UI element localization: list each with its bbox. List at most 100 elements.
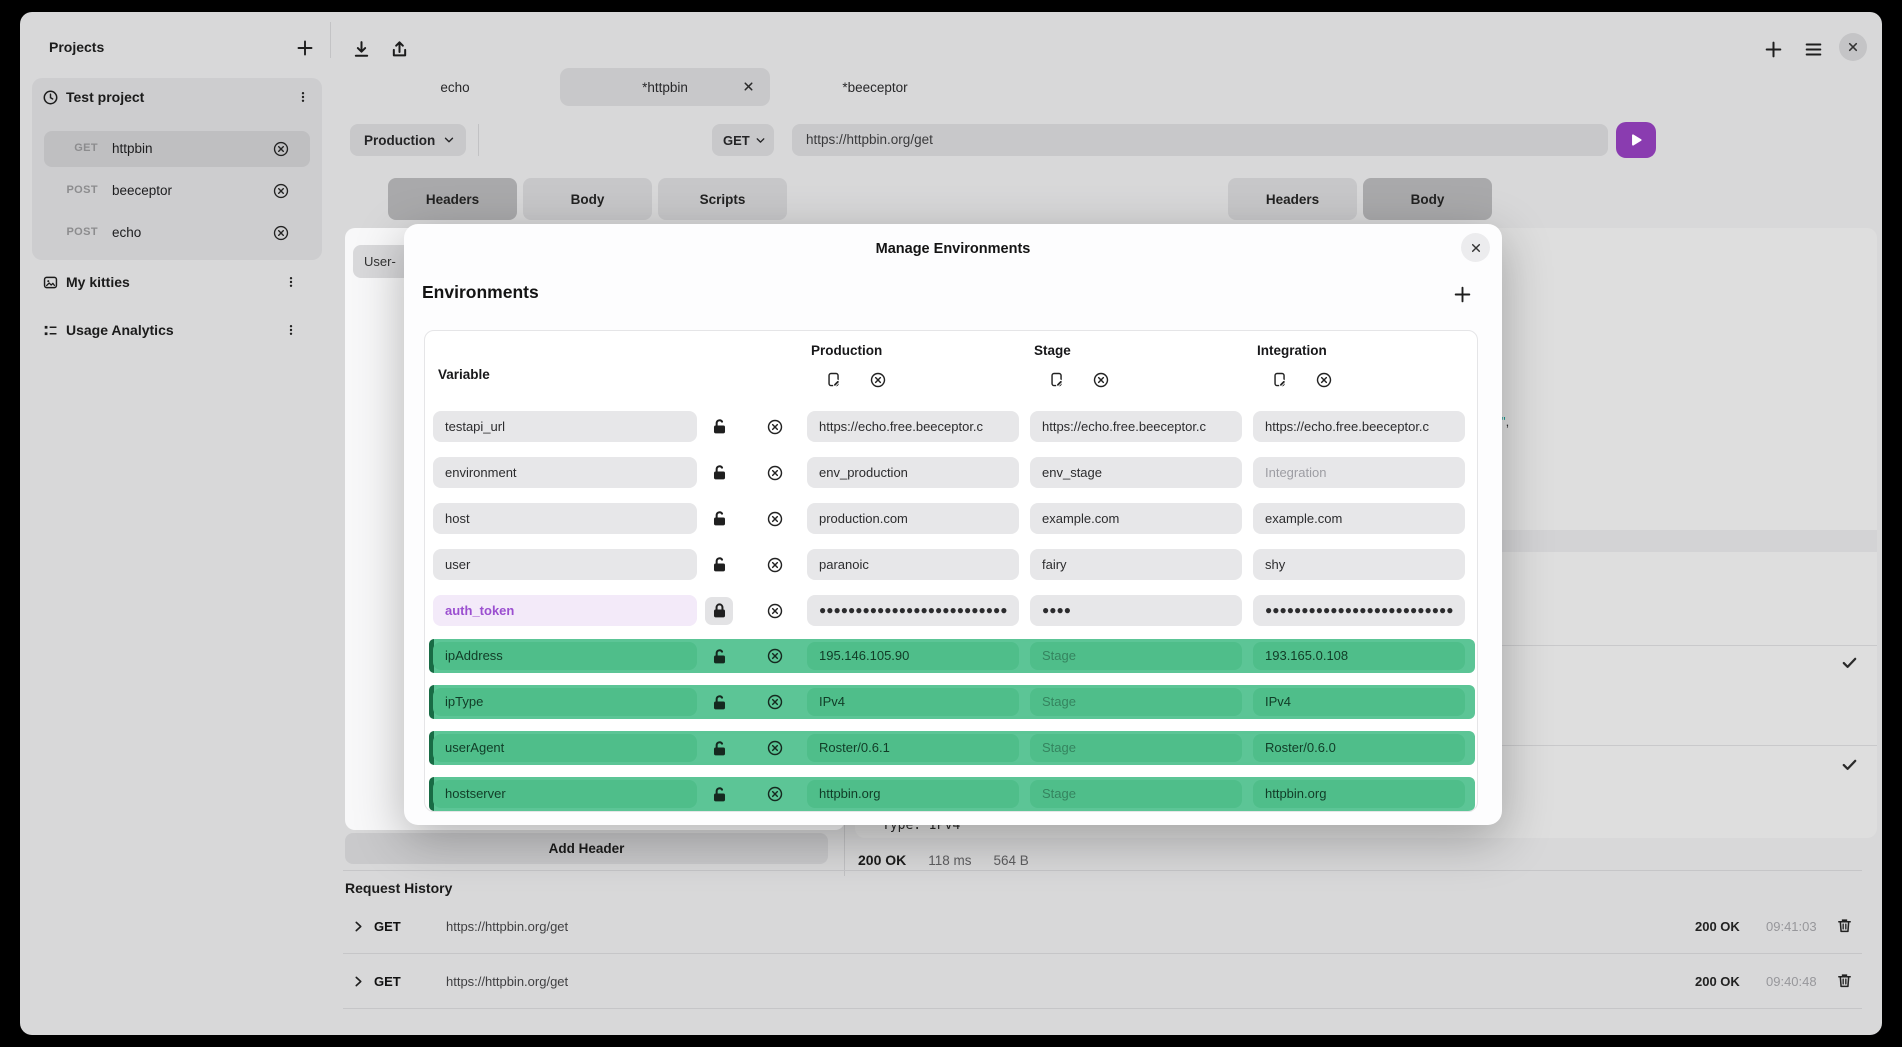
variable-value-input[interactable]: Stage xyxy=(1030,734,1242,762)
usage-analytics-menu-icon[interactable] xyxy=(284,321,298,339)
lock-toggle-button[interactable] xyxy=(705,688,733,716)
import-download-icon[interactable] xyxy=(350,38,372,60)
lock-toggle-button[interactable] xyxy=(705,505,733,533)
variable-value-input[interactable]: example.com xyxy=(1030,503,1242,534)
variable-value-input[interactable]: Roster/0.6.1 xyxy=(807,734,1019,762)
project-menu-icon[interactable] xyxy=(296,88,310,106)
document-tab[interactable]: echo xyxy=(350,68,560,106)
delete-variable-icon[interactable] xyxy=(766,739,784,757)
lock-toggle-button[interactable] xyxy=(705,642,733,670)
lock-toggle-button[interactable] xyxy=(705,459,733,487)
variable-name-input[interactable]: host xyxy=(433,503,697,534)
variable-value-input[interactable]: httpbin.org xyxy=(807,780,1019,808)
history-row[interactable]: GET https://httpbin.org/get 200 OK 09:41… xyxy=(343,902,1862,952)
history-row[interactable]: GET https://httpbin.org/get 200 OK 09:40… xyxy=(343,957,1862,1007)
lock-toggle-button[interactable] xyxy=(705,780,733,808)
sidebar-request-item[interactable]: GET httpbin xyxy=(44,131,310,167)
variable-name-input[interactable]: ipAddress xyxy=(433,642,697,670)
url-input[interactable]: https://httpbin.org/get xyxy=(792,124,1608,156)
my-kitties-menu-icon[interactable] xyxy=(284,273,298,291)
delete-environment-icon[interactable] xyxy=(1092,371,1110,389)
delete-environment-icon[interactable] xyxy=(1315,371,1333,389)
variable-value-input[interactable]: ●●●●●●●●●●●●●●●●●●●●●●●●●● xyxy=(807,595,1019,626)
delete-variable-icon[interactable] xyxy=(766,510,784,528)
delete-environment-icon[interactable] xyxy=(869,371,887,389)
variable-value-input[interactable]: shy xyxy=(1253,549,1465,580)
variable-value-input[interactable]: env_production xyxy=(807,457,1019,488)
variable-name-input[interactable]: testapi_url xyxy=(433,411,697,442)
delete-variable-icon[interactable] xyxy=(766,418,784,436)
chevron-right-icon[interactable] xyxy=(351,974,366,989)
variable-value-input[interactable]: production.com xyxy=(807,503,1019,534)
pane-tab[interactable]: Headers xyxy=(1228,178,1357,220)
sidebar-item-my-kitties[interactable]: My kitties xyxy=(66,274,130,290)
project-name[interactable]: Test project xyxy=(66,89,145,105)
close-tab-icon[interactable] xyxy=(741,79,756,94)
menu-hamburger-icon[interactable] xyxy=(1802,38,1824,60)
variable-value-input[interactable]: Stage xyxy=(1030,642,1242,670)
delete-variable-icon[interactable] xyxy=(766,785,784,803)
variable-value-input[interactable]: https://echo.free.beeceptor.c xyxy=(1253,411,1465,442)
rename-environment-icon[interactable] xyxy=(1048,371,1066,389)
delete-variable-icon[interactable] xyxy=(766,602,784,620)
add-environment-icon[interactable] xyxy=(1452,284,1473,305)
modal-close-button[interactable] xyxy=(1461,233,1490,262)
delete-variable-icon[interactable] xyxy=(766,464,784,482)
chevron-right-icon[interactable] xyxy=(351,919,366,934)
variable-value-input[interactable]: Stage xyxy=(1030,780,1242,808)
variable-value-input[interactable]: ●●●●●●●●●●●●●●●●●●●●●●●●●● xyxy=(1253,595,1465,626)
variable-value-input[interactable]: IPv4 xyxy=(1253,688,1465,716)
variable-value-input[interactable]: https://echo.free.beeceptor.c xyxy=(1030,411,1242,442)
window-close-button[interactable] xyxy=(1839,33,1867,61)
variable-value-input[interactable]: env_stage xyxy=(1030,457,1242,488)
variable-value-input[interactable]: ●●●● xyxy=(1030,595,1242,626)
variable-name-input[interactable]: auth_token xyxy=(433,595,697,626)
add-project-icon[interactable] xyxy=(294,37,316,59)
document-tab[interactable]: *beeceptor xyxy=(770,68,980,106)
variable-value-input[interactable]: Integration xyxy=(1253,457,1465,488)
variable-value-input[interactable]: 193.165.0.108 xyxy=(1253,642,1465,670)
variable-name-input[interactable]: userAgent xyxy=(433,734,697,762)
environment-selector[interactable]: Production xyxy=(350,124,466,156)
pane-tab[interactable]: Body xyxy=(523,178,652,220)
variable-value-input[interactable]: https://echo.free.beeceptor.c xyxy=(807,411,1019,442)
remove-request-icon[interactable] xyxy=(272,224,290,242)
variable-name-input[interactable]: hostserver xyxy=(433,780,697,808)
lock-toggle-button[interactable] xyxy=(705,596,733,625)
variable-value-input[interactable]: example.com xyxy=(1253,503,1465,534)
variable-value-input[interactable]: 195.146.105.90 xyxy=(807,642,1019,670)
send-request-button[interactable] xyxy=(1616,122,1656,158)
document-tab[interactable]: *httpbin xyxy=(560,68,770,106)
lock-toggle-button[interactable] xyxy=(705,413,733,441)
pane-tab[interactable]: Scripts xyxy=(658,178,787,220)
variable-value-input[interactable]: IPv4 xyxy=(807,688,1019,716)
delete-variable-icon[interactable] xyxy=(766,693,784,711)
sidebar-request-item[interactable]: POST beeceptor xyxy=(44,173,310,209)
rename-environment-icon[interactable] xyxy=(825,371,843,389)
lock-toggle-button[interactable] xyxy=(705,734,733,762)
pane-tab[interactable]: Body xyxy=(1363,178,1492,220)
delete-variable-icon[interactable] xyxy=(766,556,784,574)
new-tab-plus-icon[interactable] xyxy=(1762,38,1784,60)
variable-name-input[interactable]: user xyxy=(433,549,697,580)
variable-value-input[interactable]: httpbin.org xyxy=(1253,780,1465,808)
method-selector[interactable]: GET xyxy=(712,124,774,156)
variable-name-input[interactable]: ipType xyxy=(433,688,697,716)
add-header-button[interactable]: Add Header xyxy=(345,833,828,864)
variable-value-input[interactable]: Roster/0.6.0 xyxy=(1253,734,1465,762)
export-share-icon[interactable] xyxy=(388,38,410,60)
rename-environment-icon[interactable] xyxy=(1271,371,1289,389)
variable-value-input[interactable]: Stage xyxy=(1030,688,1242,716)
delete-history-icon[interactable] xyxy=(1835,916,1854,935)
sidebar-request-item[interactable]: POST echo xyxy=(44,215,310,251)
remove-request-icon[interactable] xyxy=(272,140,290,158)
delete-variable-icon[interactable] xyxy=(766,647,784,665)
variable-name-input[interactable]: environment xyxy=(433,457,697,488)
variable-value-input[interactable]: paranoic xyxy=(807,549,1019,580)
delete-history-icon[interactable] xyxy=(1835,971,1854,990)
remove-request-icon[interactable] xyxy=(272,182,290,200)
lock-toggle-button[interactable] xyxy=(705,551,733,579)
pane-tab[interactable]: Headers xyxy=(388,178,517,220)
sidebar-item-usage-analytics[interactable]: Usage Analytics xyxy=(66,322,174,338)
variable-value-input[interactable]: fairy xyxy=(1030,549,1242,580)
